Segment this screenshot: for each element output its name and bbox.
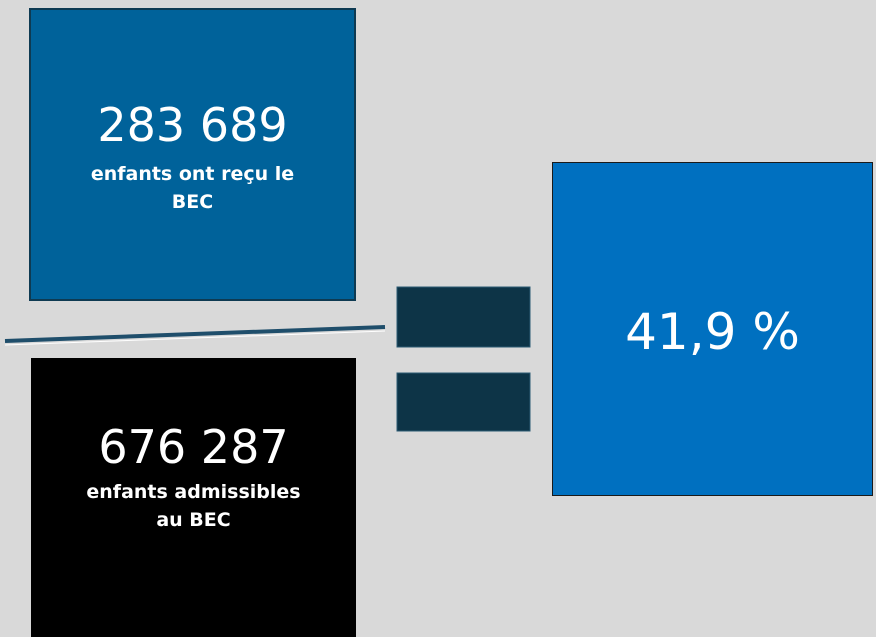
denominator-box: 676 287 enfants admissibles au BEC — [31, 358, 356, 637]
denominator-caption: enfants admissibles au BEC — [86, 481, 301, 531]
numerator-caption: enfants ont reçu le BEC — [90, 163, 295, 213]
numerator-value: 283 689 — [97, 98, 288, 152]
equals-bar — [396, 372, 531, 432]
fraction-line-highlight — [4, 330, 386, 346]
denominator-value: 676 287 — [98, 420, 289, 474]
fraction-line — [4, 325, 386, 343]
result-box: 41,9 % — [552, 162, 873, 496]
result-value: 41,9 % — [625, 303, 800, 361]
equals-bar — [396, 286, 531, 348]
numerator-box: 283 689 enfants ont reçu le BEC — [29, 8, 356, 301]
